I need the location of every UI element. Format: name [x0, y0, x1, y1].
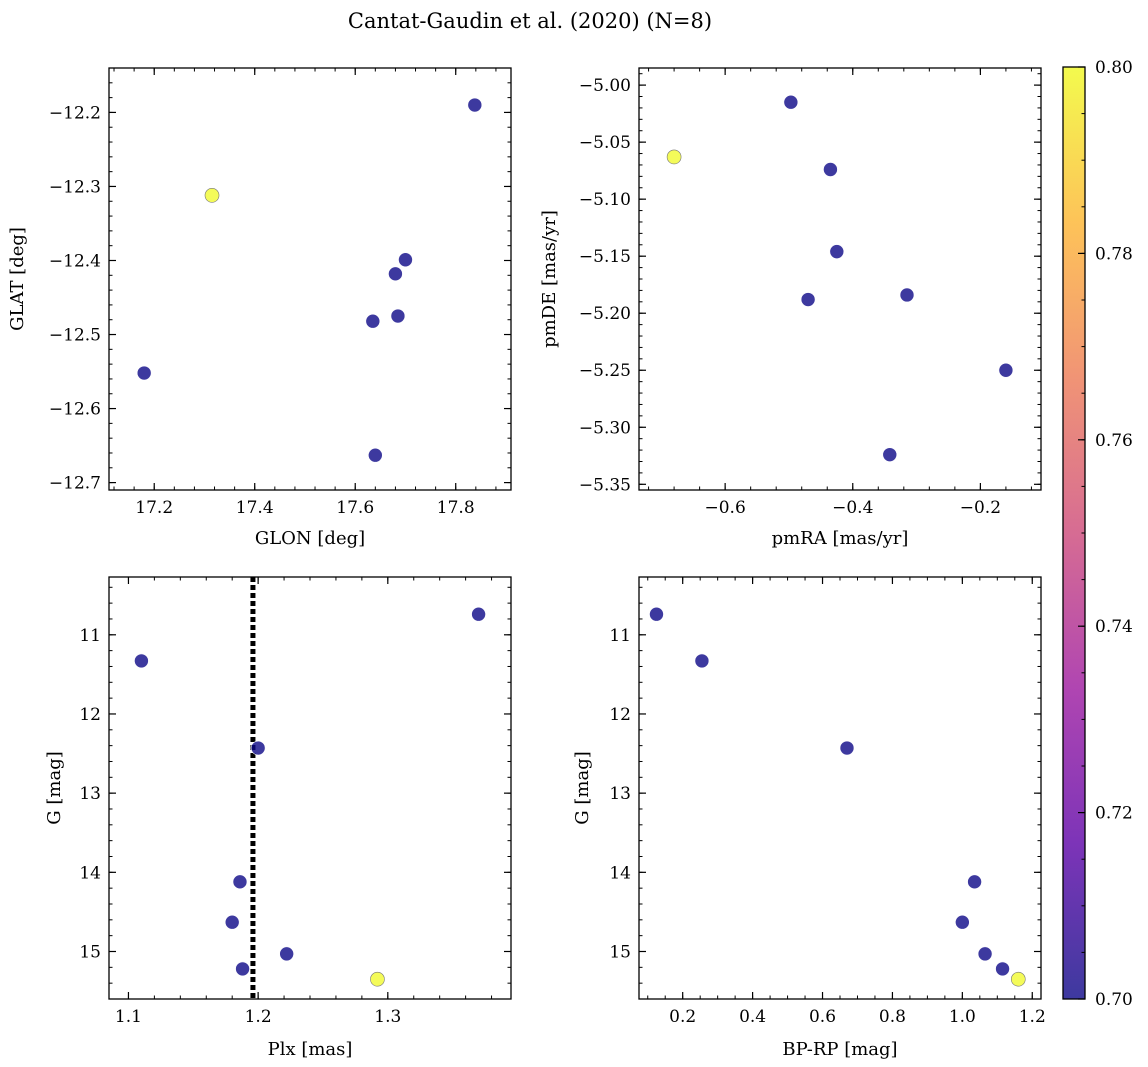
- data-point: [368, 447, 383, 463]
- data-point: [134, 653, 149, 669]
- y-tick-label: −12.4: [49, 251, 101, 271]
- x-tick-label: −0.2: [960, 498, 1001, 518]
- colorbar-tick-label: 0.80: [1095, 58, 1133, 78]
- colorbar-gradient: [1063, 67, 1085, 999]
- x-tick-label: −0.6: [705, 498, 746, 518]
- x-tick-label: 1.1: [115, 1007, 142, 1027]
- x-axis-label: Plx [mas]: [268, 1039, 353, 1060]
- y-tick-label: −5.30: [579, 418, 631, 438]
- y-tick-label: 11: [79, 626, 101, 646]
- y-tick-label: −12.7: [49, 474, 101, 494]
- axes-frame: [638, 576, 1042, 1000]
- data-point: [977, 946, 993, 962]
- x-tick-label: 0.2: [669, 1007, 696, 1027]
- x-tick-label: 0.4: [739, 1007, 766, 1027]
- data-point: [365, 313, 381, 329]
- data-point: [1010, 971, 1026, 987]
- x-tick-label: 17.6: [336, 498, 374, 518]
- y-tick-label: −5.15: [579, 247, 631, 267]
- y-tick-label: −5.20: [579, 304, 631, 324]
- data-point: [800, 292, 816, 307]
- data-point: [279, 946, 294, 962]
- x-tick-label: 0.6: [809, 1007, 836, 1027]
- y-tick-label: −5.05: [579, 133, 631, 153]
- data-point: [649, 606, 664, 622]
- y-axis-label: GLAT [deg]: [7, 227, 28, 331]
- x-tick-label: 17.8: [437, 498, 475, 518]
- data-point: [955, 914, 970, 930]
- scatter-panel-1: 17.2 17.4 17.6 17.8 −12.2 −12.3 −12.4 −12.5 −12.…: [7, 67, 512, 549]
- x-tick-label: 17.2: [135, 498, 173, 518]
- data-point: [136, 365, 152, 381]
- y-tick-label: −12.2: [49, 103, 101, 123]
- x-tick-label: 1.3: [374, 1007, 401, 1027]
- data-point: [224, 914, 240, 930]
- data-point: [250, 740, 266, 756]
- x-tick-label: 1.2: [245, 1007, 272, 1027]
- data-point: [967, 874, 982, 890]
- y-tick-label: 14: [79, 863, 101, 883]
- data-point: [666, 149, 682, 165]
- y-tick-label: 13: [609, 784, 631, 804]
- y-tick-label: 12: [79, 705, 101, 725]
- colorbar-tick-label: 0.74: [1095, 617, 1133, 637]
- data-point: [398, 252, 413, 268]
- colorbar-tick-label: 0.72: [1095, 804, 1133, 824]
- data-point: [829, 244, 845, 259]
- data-point: [390, 308, 406, 324]
- axes-frame: [108, 67, 512, 491]
- y-tick-label: −5.10: [579, 190, 631, 210]
- data-point: [467, 97, 483, 113]
- axes-frame: [108, 576, 512, 1000]
- colorbar-tick-label: 0.78: [1095, 244, 1133, 264]
- y-tick-label: −12.6: [49, 400, 101, 420]
- colorbar-tick-label: 0.70: [1095, 990, 1133, 1010]
- data-point: [882, 447, 898, 462]
- data-point: [783, 94, 799, 110]
- data-point: [998, 362, 1014, 378]
- data-point: [899, 287, 915, 303]
- scatter-panel-2: −0.6 −0.4 −0.2 −5.00 −5.05 −5.10 −5.15 −5.20 −5.…: [539, 67, 1042, 549]
- data-point: [694, 653, 710, 669]
- y-tick-label: 15: [609, 942, 631, 962]
- y-tick-label: −5.35: [579, 475, 631, 495]
- y-tick-label: 13: [79, 784, 101, 804]
- colorbar-tick-label: 0.76: [1095, 431, 1133, 451]
- y-tick-label: 15: [79, 942, 101, 962]
- data-point: [235, 961, 250, 977]
- y-tick-label: 12: [609, 705, 631, 725]
- y-tick-label: −12.5: [49, 326, 101, 346]
- x-tick-label: 1.0: [949, 1007, 976, 1027]
- axes-frame: [638, 67, 1042, 491]
- y-axis-label: G [mag]: [572, 751, 593, 824]
- x-tick-label: 1.2: [1019, 1007, 1046, 1027]
- figure-title: Cantat-Gaudin et al. (2020) (N=8): [348, 9, 712, 33]
- y-tick-label: −5.25: [579, 361, 631, 381]
- data-point: [839, 740, 855, 756]
- y-axis-label: G [mag]: [44, 751, 65, 824]
- y-tick-label: −12.3: [49, 177, 101, 197]
- x-tick-label: 17.4: [236, 498, 274, 518]
- y-tick-label: 14: [609, 863, 631, 883]
- x-tick-label: −0.4: [832, 498, 873, 518]
- scatter-panel-3: 1.1 1.2 1.3 11 12 13 14 15 Plx [mas] G [mag]: [44, 576, 512, 1060]
- data-point: [232, 874, 248, 890]
- colorbar: 0.70 0.72 0.74 0.76 0.78 0.80: [1062, 58, 1133, 1010]
- scatter-panel-4: 0.2 0.4 0.6 0.8 1.0 1.2 11 12 13 14 15 BP-RP [mag] G…: [572, 576, 1046, 1060]
- data-point: [388, 266, 403, 282]
- data-point: [370, 971, 385, 987]
- y-axis-label: pmDE [mas/yr]: [539, 210, 560, 348]
- x-axis-label: BP-RP [mag]: [782, 1039, 897, 1060]
- x-axis-label: GLON [deg]: [255, 528, 365, 549]
- x-axis-label: pmRA [mas/yr]: [772, 528, 909, 549]
- data-point: [204, 188, 220, 203]
- data-point: [471, 606, 486, 622]
- data-point: [995, 961, 1010, 977]
- x-tick-label: 0.8: [879, 1007, 906, 1027]
- y-tick-label: −5.00: [579, 76, 631, 96]
- y-tick-label: 11: [609, 626, 631, 646]
- panels: 17.2 17.4 17.6 17.8 −12.2 −12.3 −12.4 −12.5 −12.…: [7, 67, 1046, 1060]
- data-point: [823, 162, 838, 177]
